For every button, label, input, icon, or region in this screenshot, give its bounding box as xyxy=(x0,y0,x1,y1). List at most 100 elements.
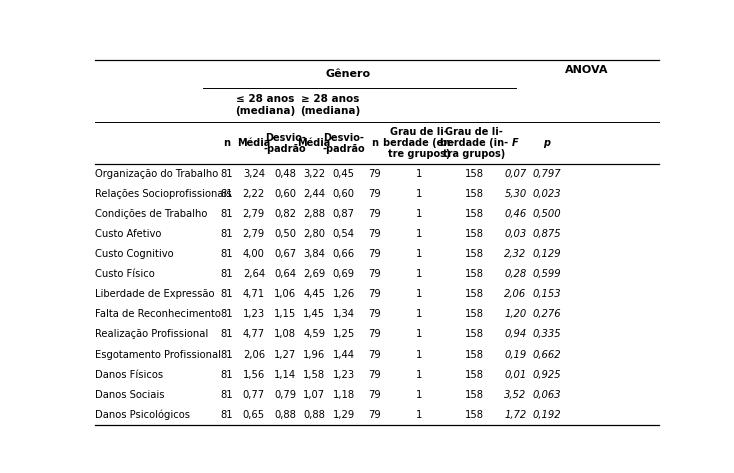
Text: 0,500: 0,500 xyxy=(533,209,561,219)
Text: 1,58: 1,58 xyxy=(303,369,325,379)
Text: 79: 79 xyxy=(368,390,381,400)
Text: Organização do Trabalho: Organização do Trabalho xyxy=(95,169,218,179)
Text: 79: 79 xyxy=(368,410,381,420)
Text: 2,88: 2,88 xyxy=(303,209,325,219)
Text: 2,22: 2,22 xyxy=(243,189,265,199)
Text: 3,84: 3,84 xyxy=(303,249,325,259)
Text: Condições de Trabalho: Condições de Trabalho xyxy=(95,209,207,219)
Text: 158: 158 xyxy=(465,189,484,199)
Text: 1,23: 1,23 xyxy=(243,309,265,319)
Text: 81: 81 xyxy=(220,169,233,179)
Text: 158: 158 xyxy=(465,350,484,359)
Text: 81: 81 xyxy=(220,189,233,199)
Text: Danos Psicológicos: Danos Psicológicos xyxy=(95,409,189,420)
Text: 1,45: 1,45 xyxy=(303,309,325,319)
Text: Custo Físico: Custo Físico xyxy=(95,270,154,280)
Text: 3,24: 3,24 xyxy=(243,169,265,179)
Text: Realização Profissional: Realização Profissional xyxy=(95,330,208,340)
Text: 0,77: 0,77 xyxy=(243,390,265,400)
Text: 0,335: 0,335 xyxy=(533,330,561,340)
Text: 2,80: 2,80 xyxy=(303,229,325,239)
Text: 0,66: 0,66 xyxy=(333,249,355,259)
Text: 0,276: 0,276 xyxy=(533,309,561,319)
Text: Grau de li-
berdade (en-
tre grupos): Grau de li- berdade (en- tre grupos) xyxy=(383,127,454,159)
Text: 1,20: 1,20 xyxy=(504,309,527,319)
Text: 1,07: 1,07 xyxy=(303,390,325,400)
Text: 2,64: 2,64 xyxy=(243,270,265,280)
Text: 1,23: 1,23 xyxy=(333,369,355,379)
Text: 158: 158 xyxy=(465,330,484,340)
Text: 2,06: 2,06 xyxy=(243,350,265,359)
Text: 81: 81 xyxy=(220,390,233,400)
Text: ≥ 28 anos
(mediana): ≥ 28 anos (mediana) xyxy=(300,94,361,116)
Text: 4,00: 4,00 xyxy=(243,249,265,259)
Text: 5,30: 5,30 xyxy=(504,189,527,199)
Text: 2,44: 2,44 xyxy=(303,189,325,199)
Text: p: p xyxy=(543,138,550,148)
Text: 0,28: 0,28 xyxy=(504,270,527,280)
Text: Liberdade de Expressão: Liberdade de Expressão xyxy=(95,289,214,299)
Text: 158: 158 xyxy=(465,390,484,400)
Text: 2,79: 2,79 xyxy=(243,229,265,239)
Text: 158: 158 xyxy=(465,369,484,379)
Text: 0,662: 0,662 xyxy=(533,350,561,359)
Text: 1: 1 xyxy=(415,189,422,199)
Text: 0,45: 0,45 xyxy=(333,169,355,179)
Text: 0,54: 0,54 xyxy=(333,229,355,239)
Text: 79: 79 xyxy=(368,350,381,359)
Text: 0,797: 0,797 xyxy=(533,169,561,179)
Text: Custo Cognitivo: Custo Cognitivo xyxy=(95,249,173,259)
Text: 1: 1 xyxy=(415,350,422,359)
Text: 0,46: 0,46 xyxy=(504,209,527,219)
Text: 2,32: 2,32 xyxy=(504,249,527,259)
Text: 81: 81 xyxy=(220,249,233,259)
Text: 0,01: 0,01 xyxy=(504,369,527,379)
Text: ANOVA: ANOVA xyxy=(565,65,608,75)
Text: 1,08: 1,08 xyxy=(275,330,296,340)
Text: 0,82: 0,82 xyxy=(275,209,296,219)
Text: 81: 81 xyxy=(220,270,233,280)
Text: 0,03: 0,03 xyxy=(504,229,527,239)
Text: 79: 79 xyxy=(368,369,381,379)
Text: 81: 81 xyxy=(220,330,233,340)
Text: 0,87: 0,87 xyxy=(333,209,355,219)
Text: 0,88: 0,88 xyxy=(303,410,325,420)
Text: 1: 1 xyxy=(415,289,422,299)
Text: 4,59: 4,59 xyxy=(303,330,325,340)
Text: 158: 158 xyxy=(465,410,484,420)
Text: Média: Média xyxy=(297,138,331,148)
Text: 1,26: 1,26 xyxy=(333,289,355,299)
Text: 1: 1 xyxy=(415,410,422,420)
Text: 0,69: 0,69 xyxy=(333,270,355,280)
Text: 79: 79 xyxy=(368,289,381,299)
Text: Grau de li-
berdade (in-
tra grupos): Grau de li- berdade (in- tra grupos) xyxy=(440,127,508,159)
Text: 0,60: 0,60 xyxy=(275,189,296,199)
Text: 81: 81 xyxy=(220,410,233,420)
Text: Desvio-
-padrão: Desvio- -padrão xyxy=(264,133,307,154)
Text: 81: 81 xyxy=(220,350,233,359)
Text: 1,06: 1,06 xyxy=(274,289,297,299)
Text: 1,27: 1,27 xyxy=(274,350,297,359)
Text: 79: 79 xyxy=(368,189,381,199)
Text: 0,65: 0,65 xyxy=(243,410,265,420)
Text: 3,52: 3,52 xyxy=(504,390,527,400)
Text: 0,88: 0,88 xyxy=(275,410,296,420)
Text: 1,14: 1,14 xyxy=(274,369,297,379)
Text: 0,19: 0,19 xyxy=(504,350,527,359)
Text: ≤ 28 anos
(mediana): ≤ 28 anos (mediana) xyxy=(235,94,295,116)
Text: 0,153: 0,153 xyxy=(533,289,561,299)
Text: 0,063: 0,063 xyxy=(533,390,561,400)
Text: Relações Socioprofissionais: Relações Socioprofissionais xyxy=(95,189,231,199)
Text: 0,023: 0,023 xyxy=(533,189,561,199)
Text: Média: Média xyxy=(237,138,271,148)
Text: 1: 1 xyxy=(415,309,422,319)
Text: Danos Físicos: Danos Físicos xyxy=(95,369,163,379)
Text: Gênero: Gênero xyxy=(325,69,370,79)
Text: 1: 1 xyxy=(415,249,422,259)
Text: 79: 79 xyxy=(368,249,381,259)
Text: 1: 1 xyxy=(415,330,422,340)
Text: 158: 158 xyxy=(465,209,484,219)
Text: Custo Afetivo: Custo Afetivo xyxy=(95,229,161,239)
Text: 158: 158 xyxy=(465,229,484,239)
Text: 0,67: 0,67 xyxy=(274,249,297,259)
